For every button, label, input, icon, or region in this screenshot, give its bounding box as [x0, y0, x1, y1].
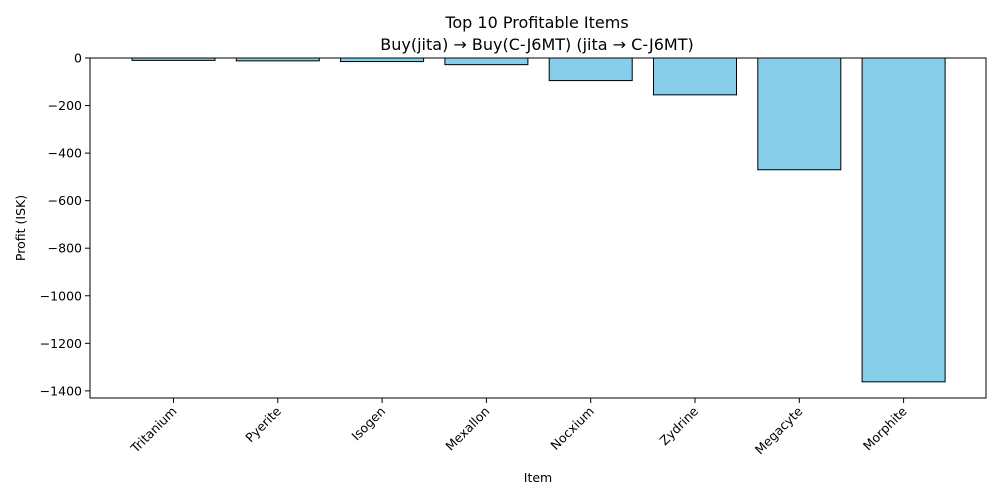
bar-zydrine	[653, 57, 737, 96]
y-tick-label: −1400	[40, 383, 82, 398]
y-axis-ticks: 0 −200 −400 −600 −800 −1000 −1200 −1400	[40, 51, 90, 398]
bar-megacyte	[757, 57, 842, 171]
x-tick-label: Zydrine	[656, 403, 701, 448]
bar-morphite	[861, 57, 946, 383]
x-tick-label: Pyerite	[242, 403, 284, 445]
chart-subtitle: Buy(jita) → Buy(C-J6MT) (jita → C-J6MT)	[380, 35, 693, 54]
y-tick-label: −200	[48, 98, 82, 113]
chart-title: Top 10 Profitable Items	[444, 13, 628, 32]
x-axis-label: Item	[524, 470, 552, 485]
x-tick-label: Tritanium	[127, 404, 180, 457]
y-tick-label: −600	[48, 193, 82, 208]
x-tick-label: Megacyte	[752, 403, 806, 457]
y-tick-label: −800	[48, 241, 82, 256]
bar-nocxium	[548, 57, 633, 82]
y-tick-label: −400	[48, 146, 82, 161]
y-tick-label: −1200	[40, 336, 82, 351]
bar-isogen	[340, 57, 425, 63]
bar-mexallon	[444, 57, 529, 66]
x-tick-label: Mexallon	[442, 404, 492, 454]
x-axis-ticks: Tritanium Pyerite Isogen Mexallon Nocxium Zyd…	[127, 398, 910, 457]
plot-frame	[89, 57, 987, 399]
y-axis-label: Profit (ISK)	[13, 195, 28, 261]
x-tick-label: Nocxium	[547, 404, 596, 453]
y-tick-label: −1000	[40, 288, 82, 303]
bars-layer	[131, 57, 946, 383]
x-tick-label: Isogen	[348, 404, 388, 444]
y-tick-label: 0	[74, 51, 82, 66]
x-tick-label: Morphite	[860, 403, 910, 453]
